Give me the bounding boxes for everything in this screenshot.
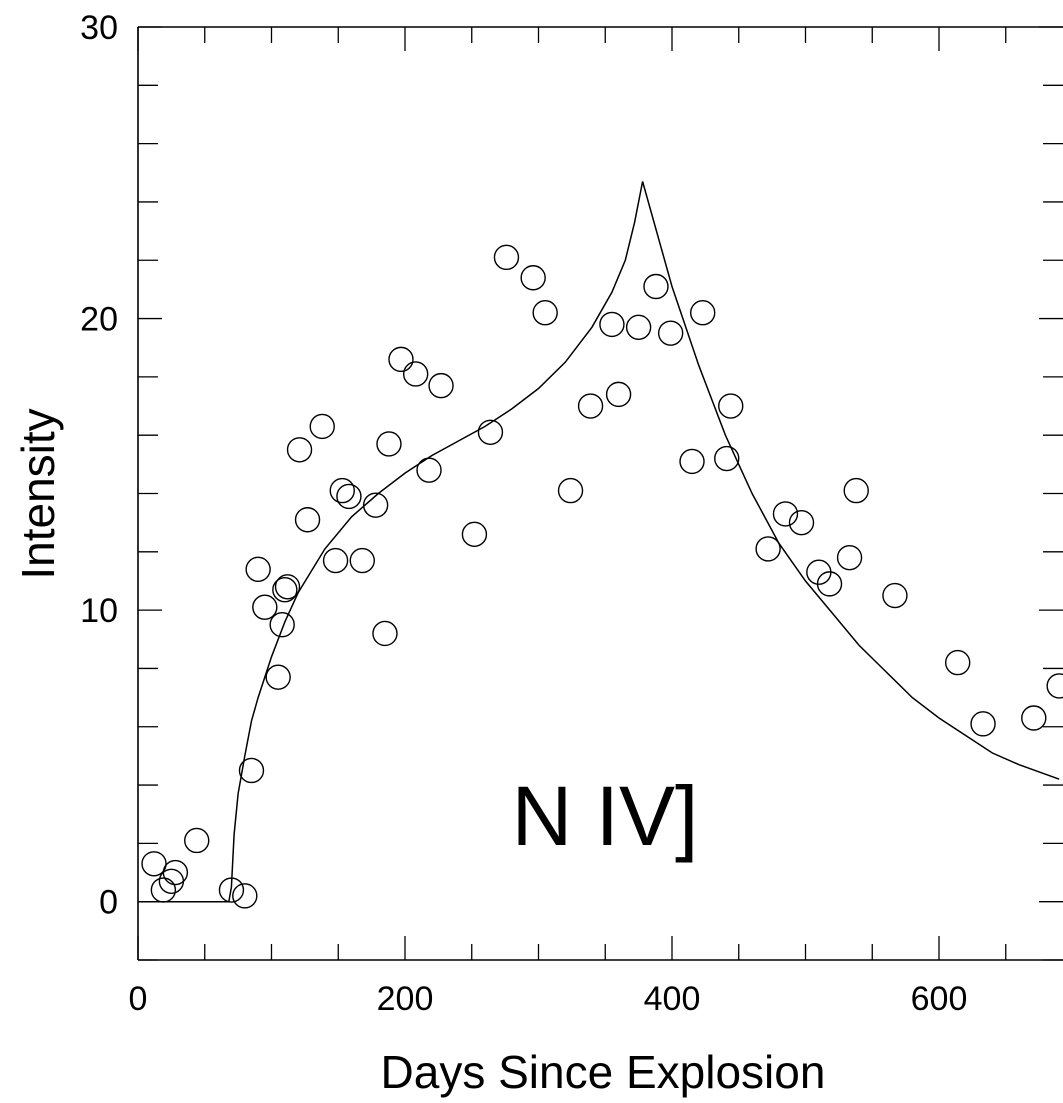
y-tick-label: 10 [80, 592, 118, 630]
data-point [232, 883, 258, 909]
data-point [141, 851, 167, 877]
data-point [718, 393, 744, 419]
data-point [286, 437, 313, 463]
data-point [843, 477, 869, 504]
y-tick-label: 0 [99, 884, 118, 922]
data-point [322, 547, 349, 574]
data-point [336, 483, 362, 510]
data-point [461, 521, 488, 548]
data-point [272, 577, 298, 603]
data-point [265, 664, 291, 690]
axis-tick-labels: 0 200 400 600 0 10 20 30 [80, 9, 967, 1018]
data-point [557, 477, 584, 504]
data-point [269, 612, 295, 638]
data-point [162, 859, 189, 886]
data-point [245, 556, 271, 583]
data-point [520, 265, 546, 291]
data-point [788, 509, 815, 536]
data-point [882, 582, 908, 609]
data-point [309, 413, 335, 440]
data-point [772, 501, 799, 527]
data-point [252, 594, 278, 620]
data-point [150, 877, 177, 903]
data-point [1021, 705, 1047, 731]
y-tick-label: 20 [80, 301, 118, 339]
x-tick-label: 400 [644, 980, 701, 1018]
data-point [605, 381, 632, 408]
data-point [714, 445, 740, 472]
data-point [625, 314, 652, 341]
data-point [416, 457, 442, 483]
y-axis-label: Intensity [12, 408, 64, 579]
chart-annotation: N IV] [512, 769, 699, 863]
data-point [970, 711, 996, 737]
data-point [372, 620, 398, 647]
axis-ticks [137, 26, 1063, 961]
x-tick-label: 200 [377, 980, 434, 1018]
data-point [428, 372, 454, 399]
data-point [218, 877, 245, 903]
data-points-layer [141, 244, 1063, 909]
data-point [577, 393, 604, 419]
data-point [836, 544, 863, 571]
model-curve-layer [138, 181, 1060, 903]
data-point [816, 571, 843, 597]
data-point [679, 448, 705, 475]
data-point [944, 649, 971, 676]
data-point [657, 320, 684, 346]
data-point [274, 574, 301, 600]
data-point [294, 507, 321, 533]
data-point [329, 477, 355, 504]
data-point [532, 300, 558, 326]
data-point [755, 536, 781, 562]
data-point [643, 273, 669, 300]
data-point [493, 244, 520, 271]
data-point [1046, 673, 1063, 699]
data-point [376, 431, 402, 457]
data-point [690, 300, 716, 326]
x-tick-label: 600 [911, 980, 968, 1018]
data-point [238, 757, 265, 784]
data-point [477, 419, 504, 445]
data-point [388, 346, 414, 373]
data-point [402, 361, 429, 387]
model-curve [138, 181, 1060, 903]
data-point [349, 547, 375, 574]
data-point [599, 311, 625, 338]
x-axis-label: Days Since Explosion [381, 1046, 826, 1098]
data-point [184, 827, 210, 854]
y-tick-label: 30 [80, 9, 118, 47]
data-point [362, 492, 389, 518]
x-tick-label: 0 [129, 980, 148, 1018]
